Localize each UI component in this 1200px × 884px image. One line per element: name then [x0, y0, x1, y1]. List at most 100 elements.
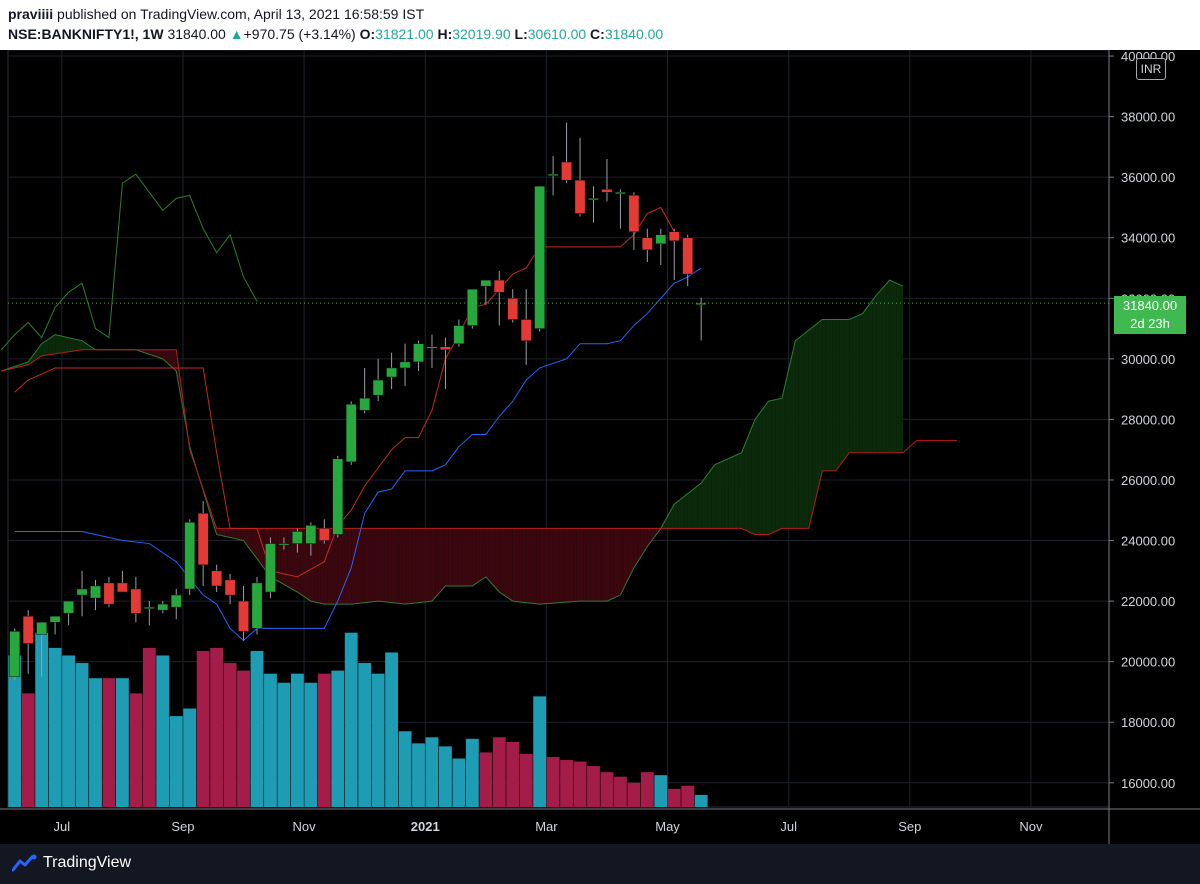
author-name[interactable]: praviiii [8, 6, 54, 22]
cloud-segment [472, 528, 476, 586]
cloud-segment [792, 340, 796, 529]
volume-bar [102, 678, 116, 807]
cloud-segment [415, 528, 419, 603]
cloud-segment [566, 528, 570, 603]
candle-body [628, 195, 640, 232]
close-label: C: [590, 26, 605, 42]
cloud-segment [283, 528, 288, 587]
cloud-segment [475, 528, 480, 584]
cloud-segment [711, 464, 715, 529]
cloud-segment [516, 528, 520, 602]
cloud-segment [896, 283, 900, 453]
cloud-segment [654, 528, 658, 538]
cloud-segment [61, 336, 66, 353]
volume-bar [681, 785, 695, 807]
cloud-segment [240, 528, 244, 541]
cloud-segment [802, 332, 806, 529]
cloud-segment [707, 469, 712, 529]
cloud-segment [785, 369, 789, 529]
volume-bar [89, 678, 102, 807]
plot-frame [7, 50, 1110, 808]
cloud-segment [812, 324, 816, 515]
currency-badge[interactable]: INR [1136, 58, 1166, 80]
cloud-segment [744, 436, 749, 532]
cloud-segment [502, 528, 507, 597]
cloud-segment [75, 339, 79, 351]
candle-body [413, 343, 424, 363]
volume-bar [358, 663, 372, 807]
candle-body [76, 588, 88, 596]
cloud-segment [317, 528, 321, 604]
cloud-segment [361, 528, 365, 603]
cloud-segment [368, 528, 372, 603]
cloud-segment [855, 314, 860, 453]
volume-bar [667, 788, 681, 807]
cloud-segment [233, 528, 237, 540]
cloud-segment [818, 319, 823, 486]
candle-body [170, 594, 182, 608]
candle-body [493, 279, 505, 293]
cloud-segment [166, 349, 170, 365]
volume-bar [425, 737, 439, 807]
volume-bar [331, 670, 345, 807]
cloud-segment [337, 528, 342, 605]
cloud-segment [287, 528, 291, 589]
cloud-segment [849, 317, 853, 453]
cloud-segment [354, 528, 358, 604]
candle-body [130, 588, 142, 614]
cloud-segment [334, 528, 338, 605]
volume-bar [533, 696, 547, 807]
cloud-segment [462, 528, 466, 586]
price-axis-label: 16000.00 [1121, 776, 1175, 791]
cloud-segment [694, 485, 698, 529]
cloud-segment [58, 335, 62, 354]
cloud-segment [593, 528, 597, 602]
chart-canvas[interactable]: 16000.00 18000.00 20000.00 22000.00 24000.00… [0, 50, 1200, 844]
cloud-segment [297, 528, 301, 595]
cloud-segment [808, 327, 813, 529]
cloud-segment [553, 528, 557, 604]
cloud-segment [714, 463, 718, 529]
cloud-segment [45, 339, 49, 356]
cloud-segment [65, 336, 69, 353]
volume-bar [573, 761, 587, 807]
cloud-segment [876, 291, 880, 453]
cloud-segment [869, 299, 873, 453]
cloud-segment [771, 399, 776, 533]
chart-area[interactable]: 16000.00 18000.00 20000.00 22000.00 24000.00… [0, 50, 1200, 844]
volume-bar [142, 647, 156, 807]
cloud-segment [559, 528, 564, 603]
price-axis-label: 24000.00 [1121, 534, 1175, 549]
symbol-label[interactable]: NSE:BANKNIFTY1!, 1W [8, 26, 164, 42]
cloud-segment [724, 458, 729, 529]
cloud-segment [734, 454, 739, 529]
price-axis-label: 28000.00 [1121, 412, 1175, 427]
volume-bar [62, 655, 75, 807]
cloud-segment [364, 528, 369, 603]
grid [8, 50, 1109, 807]
cloud-segment [721, 460, 725, 529]
cloud-segment [768, 400, 772, 535]
cloud-segment [677, 498, 681, 529]
cloud-segment [630, 528, 634, 575]
volume-bar [600, 772, 614, 807]
volume-bar [587, 766, 600, 807]
cloud-segment [68, 337, 72, 352]
volume-bar [492, 737, 506, 807]
tradingview-logo[interactable]: TradingView [12, 853, 131, 873]
cloud-segment [351, 528, 355, 605]
candle-body [251, 582, 263, 629]
cloud-segment [647, 528, 651, 547]
cloud-segment [798, 335, 803, 529]
cloud-segment [731, 455, 735, 529]
low-label: L: [514, 26, 528, 42]
cloud-segment [839, 319, 843, 467]
volume-bar [640, 772, 654, 807]
cloud-segment [398, 528, 402, 604]
cloud-segment [455, 528, 459, 586]
cloud-segment [825, 319, 830, 471]
time-axis-label: May [655, 819, 680, 834]
volume-bar [412, 743, 425, 807]
publish-info: praviiii published on TradingView.com, A… [8, 6, 424, 22]
cloud-segment [778, 398, 782, 530]
